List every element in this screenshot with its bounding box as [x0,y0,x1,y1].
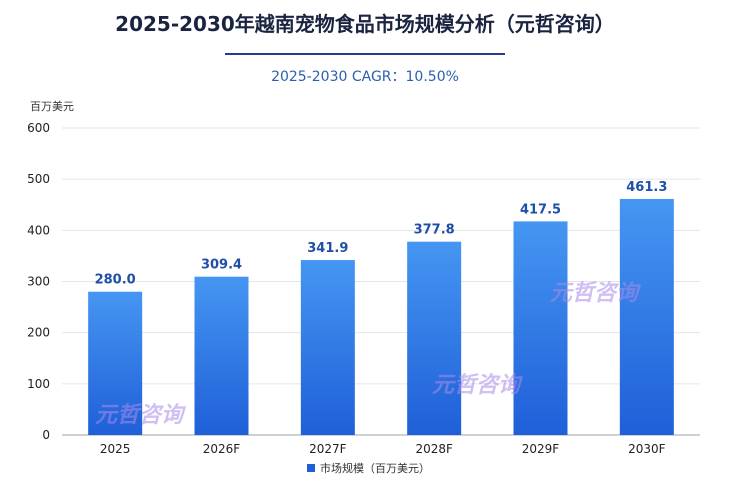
bar [407,241,462,435]
y-tick-label: 500 [27,172,50,186]
bar [619,198,674,435]
y-tick-label: 400 [27,223,50,237]
watermark-text: 元哲咨询 [432,373,524,398]
bar [88,291,143,435]
x-tick-label: 2027F [309,442,347,456]
x-tick-label: 2026F [203,442,241,456]
legend: 市场规模（百万美元） [307,461,430,475]
y-tick-label: 300 [27,275,50,289]
data-label: 377.8 [414,223,455,238]
data-label: 461.3 [626,180,667,195]
title-divider [225,53,505,55]
y-tick-label: 0 [42,428,50,442]
y-tick-label: 200 [27,326,50,340]
chart-title: 2025-2030年越南宠物食品市场规模分析（元哲咨询） [115,12,615,36]
x-tick-label: 2029F [522,442,560,456]
y-axis-label: 百万美元 [30,100,74,113]
watermark-text: 元哲咨询 [550,281,642,306]
legend-swatch [307,464,315,472]
x-tick-label: 2025 [100,442,131,456]
y-tick-label: 600 [27,121,50,135]
data-label: 341.9 [307,241,348,256]
x-tick-label: 2028F [415,442,453,456]
legend-label: 市场规模（百万美元） [320,461,430,475]
bar [194,276,249,435]
data-label: 309.4 [201,258,242,273]
bar [300,260,355,435]
watermark-text: 元哲咨询 [95,403,187,428]
cagr-subtitle: 2025-2030 CAGR：10.50% [271,69,459,85]
bar [513,221,568,435]
data-label: 417.5 [520,202,561,217]
data-label: 280.0 [95,273,136,288]
x-tick-label: 2030F [628,442,666,456]
y-tick-label: 100 [27,377,50,391]
